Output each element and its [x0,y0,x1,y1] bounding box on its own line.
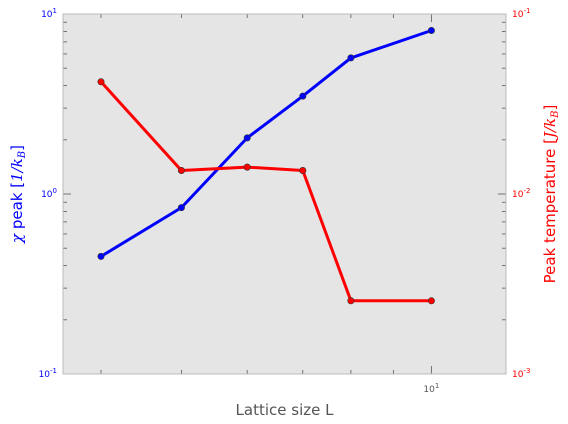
data-point-left [347,54,355,62]
series-layer [97,26,435,305]
y-right-tick-label: 10-3 [512,367,530,380]
y-axis-label-right: Peak temperature [J/kB] [541,105,561,284]
data-point-left [243,134,251,142]
x-axis-label: Lattice size L [236,401,335,419]
x-tick-label: 101 [423,382,439,395]
y-left-tick-label: 10-1 [39,367,57,380]
data-point-right [243,163,251,171]
data-point-right [177,167,185,175]
y-right-tick-label: 10-2 [512,187,530,200]
data-point-left [97,252,105,260]
y-right-tick-label: 10-1 [512,7,530,20]
data-point-right [347,297,355,305]
data-point-left [299,92,307,100]
series-line-left [100,29,432,258]
data-point-left [177,204,185,212]
y-left-tick-label: 101 [41,7,57,20]
data-point-right [427,297,435,305]
series-line-right [99,80,432,303]
plot-background [63,14,506,374]
y-left-tick-label: 100 [41,187,57,200]
minor-ticks [63,14,506,374]
data-point-left [427,26,435,34]
data-point-right [299,167,307,175]
data-point-right [97,78,105,86]
plot-frame [62,13,507,375]
tick-labels: 10-1 100 101 10-3 10-2 10-1 101 [39,7,531,395]
y-axis-label-left: χ peak [1/kB] [8,145,28,244]
